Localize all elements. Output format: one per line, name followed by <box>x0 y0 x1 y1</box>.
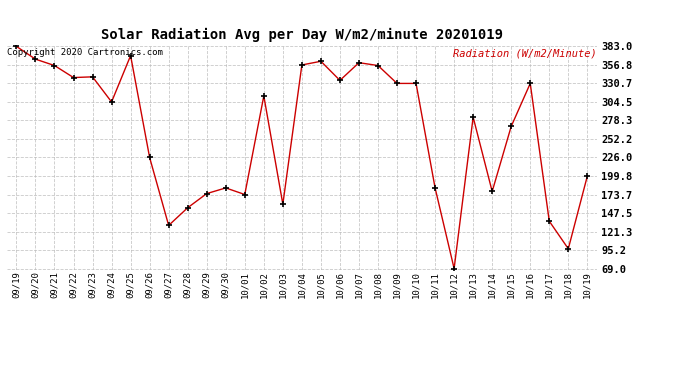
Title: Solar Radiation Avg per Day W/m2/minute 20201019: Solar Radiation Avg per Day W/m2/minute … <box>101 28 503 42</box>
Text: Radiation (W/m2/Minute): Radiation (W/m2/Minute) <box>453 48 597 58</box>
Text: Copyright 2020 Cartronics.com: Copyright 2020 Cartronics.com <box>7 48 163 57</box>
